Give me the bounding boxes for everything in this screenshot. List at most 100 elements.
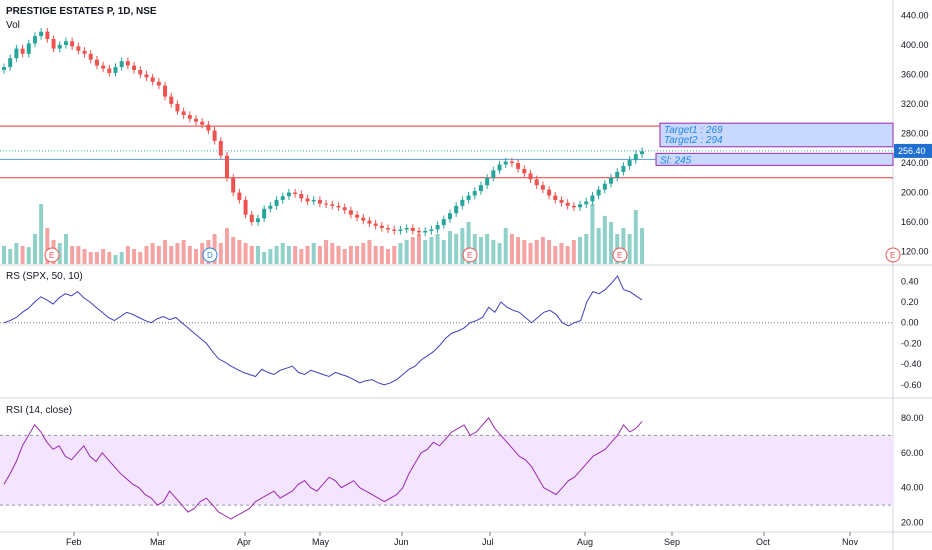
candle-body: [194, 118, 199, 122]
candle-body: [156, 81, 161, 86]
rsi-band: [0, 435, 893, 506]
volume-bar: [553, 246, 558, 264]
event-marker-label: E: [617, 251, 622, 260]
candle-body: [584, 201, 589, 205]
current-price-tag: [894, 143, 932, 158]
volume-bar: [447, 231, 452, 264]
volume-bar: [255, 246, 260, 264]
event-marker-label: E: [49, 251, 54, 260]
candle-body: [348, 210, 353, 215]
candle-body: [218, 140, 223, 156]
volume-bar: [39, 204, 44, 264]
volume-bar: [367, 240, 372, 264]
volume-bar: [454, 234, 459, 264]
candle-body: [26, 43, 31, 54]
stoploss-label: Sl: 245: [660, 155, 692, 166]
current-price-label: 256.40: [898, 146, 926, 156]
volume-bar: [342, 249, 347, 264]
volume-bar: [379, 246, 384, 264]
targets-box: [659, 122, 894, 148]
volume-bar: [14, 243, 19, 264]
volume-bar: [243, 243, 248, 264]
candle-body: [2, 67, 6, 71]
volume-bar: [522, 240, 527, 264]
volume-bar: [373, 246, 378, 264]
candle-body: [528, 173, 533, 180]
rsi-pane-title[interactable]: RSI (14, close): [6, 405, 73, 416]
target2-label: Target2 : 294: [664, 135, 723, 146]
candle-body: [39, 31, 44, 37]
volume-bar: [200, 243, 205, 264]
volume-bar: [578, 237, 583, 264]
time-axis-label: Sep: [664, 537, 680, 547]
candle-body: [132, 65, 137, 71]
candle-body: [361, 217, 366, 221]
candle-body: [367, 220, 372, 224]
event-marker-earnings: [44, 247, 60, 263]
volume-bar: [119, 252, 124, 264]
candle-body: [144, 74, 149, 78]
volume-bar: [330, 243, 335, 264]
candle-body: [379, 225, 384, 228]
candle-body: [466, 195, 471, 200]
rs-pane-title[interactable]: RS (SPX, 50, 10): [6, 271, 83, 282]
volume-bar: [63, 234, 68, 264]
volume-bar: [429, 237, 434, 264]
candle-body: [163, 85, 168, 97]
volume-bar: [621, 228, 626, 264]
volume-bar: [609, 222, 614, 264]
volume-bar: [392, 246, 397, 264]
volume-bar: [361, 243, 366, 264]
candle-body: [441, 219, 446, 226]
volume-bar: [113, 255, 118, 264]
volume-bar: [70, 246, 75, 264]
rs-axis-tick: -0.40: [901, 359, 922, 369]
volume-bar: [540, 237, 545, 264]
volume-bar: [404, 240, 409, 264]
candle-body: [169, 96, 174, 104]
candle-body: [237, 192, 242, 200]
volume-bar: [398, 243, 403, 264]
volume-bar: [336, 246, 341, 264]
volume-bar: [627, 234, 632, 264]
candle-body: [280, 196, 285, 200]
candle-body: [249, 214, 254, 223]
candle-body: [274, 199, 279, 206]
volume-label[interactable]: Vol: [6, 20, 20, 31]
rs-axis-tick: 0.00: [901, 318, 919, 328]
candle-body: [20, 48, 25, 54]
stoploss-box: [655, 152, 894, 166]
candle-body: [82, 50, 87, 54]
candle-body: [212, 130, 217, 141]
volume-bar: [268, 249, 273, 264]
candle-body: [70, 41, 75, 47]
candle-body: [633, 154, 638, 161]
time-axis-label: May: [312, 537, 330, 547]
candle-body: [224, 155, 229, 178]
volume-bar: [435, 234, 440, 264]
volume-bar: [423, 240, 428, 264]
candle-body: [540, 185, 545, 190]
candle-body: [317, 199, 322, 204]
volume-bar: [534, 240, 539, 264]
volume-bar: [280, 243, 285, 264]
volume-bar: [299, 249, 304, 264]
candle-body: [88, 53, 93, 60]
volume-bar: [478, 237, 483, 264]
candle-body: [559, 199, 564, 203]
time-axis-label: Aug: [577, 537, 593, 547]
candle-body: [392, 229, 397, 231]
volume-bar: [324, 240, 329, 264]
rs-axis-tick: -0.60: [901, 380, 922, 390]
candle-body: [138, 70, 143, 75]
volume-bar: [286, 246, 291, 264]
rs-axis-tick: -0.20: [901, 338, 922, 348]
price-axis-tick: 320.00: [901, 99, 929, 109]
time-axis-label: Jun: [394, 537, 409, 547]
volume-bar: [45, 228, 50, 264]
volume-bar: [175, 243, 180, 264]
event-marker-label: E: [467, 251, 472, 260]
symbol-title[interactable]: PRESTIGE ESTATES P, 1D, NSE: [6, 6, 157, 17]
volume-bar: [156, 246, 161, 264]
volume-bar: [20, 246, 25, 264]
